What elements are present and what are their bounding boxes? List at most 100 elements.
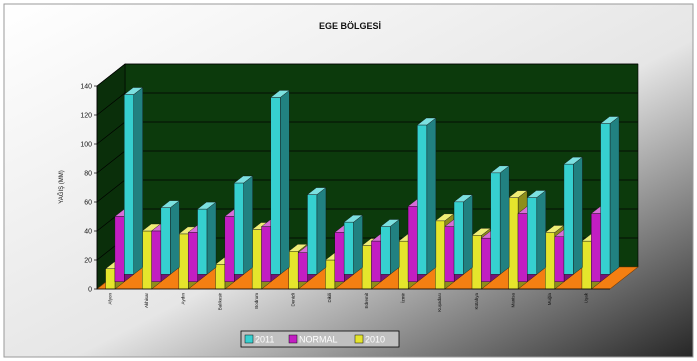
bar-side	[280, 90, 290, 275]
bar-2011-11	[526, 190, 547, 275]
bar-front	[187, 232, 198, 282]
bar-front	[297, 252, 308, 282]
bar-top	[380, 219, 400, 227]
bar-top	[306, 187, 327, 195]
bar-top	[160, 200, 180, 208]
bar-front	[288, 251, 299, 290]
bar-side	[499, 165, 510, 275]
x-tick-label: İzmir	[399, 293, 405, 303]
bar-front	[114, 216, 125, 282]
x-tick-label: Muğla	[547, 293, 552, 306]
bar-front	[307, 194, 318, 275]
bar-side	[573, 156, 583, 275]
bar-top	[233, 175, 254, 184]
bar-2011-4	[270, 90, 290, 275]
bar-front	[554, 236, 565, 282]
x-tick-label: Afyon	[107, 293, 112, 305]
x-tick-label: Aydın	[181, 293, 186, 305]
bar-front	[591, 213, 601, 282]
bar-front	[361, 245, 372, 290]
bar-side	[390, 219, 400, 275]
bar-side	[206, 201, 217, 275]
bar-2011-8	[416, 117, 437, 275]
bar-top	[563, 156, 584, 165]
bar-side	[243, 175, 253, 275]
bar-2011-6	[343, 214, 364, 275]
legend-swatch-normal	[288, 334, 298, 344]
bar-2011-1	[160, 200, 180, 275]
y-tick-label: 120	[80, 113, 92, 120]
bar-front	[151, 230, 162, 282]
y-axis: 0 20 40 60 80 100 120 140	[80, 84, 98, 294]
bar-top	[490, 165, 510, 174]
bar-front	[545, 232, 555, 290]
legend-label-2011: 2011	[255, 335, 274, 345]
bar-front	[261, 226, 272, 282]
bar-2011-13	[600, 116, 620, 275]
bar-2011-7	[380, 219, 400, 275]
y-tick-label: 20	[84, 258, 92, 265]
bar-top	[453, 194, 474, 203]
x-tick-label: Uşak	[584, 292, 589, 303]
chart-title: EGE BÖLGESİ	[319, 21, 381, 31]
bar-front	[581, 240, 592, 290]
x-tick-label: Dikili	[327, 293, 332, 303]
bar-top	[600, 116, 620, 124]
x-tick-label: Bodrum	[254, 293, 259, 309]
bar-top	[416, 117, 437, 126]
x-axis: Afyon Akhisar Aydın Balıkesir Bodrum Denizli D…	[97, 288, 610, 312]
bar-front	[481, 237, 492, 282]
bar-side	[170, 200, 180, 275]
bar-front	[435, 220, 446, 290]
bar-front	[160, 207, 171, 275]
bar-front	[343, 221, 354, 275]
bar-side	[316, 187, 327, 275]
bar-front	[371, 240, 382, 282]
bar-side	[536, 190, 547, 275]
bar-front	[490, 172, 501, 275]
y-tick-label: 60	[84, 200, 92, 207]
bar-front	[471, 235, 482, 290]
bar-2011-12	[563, 156, 584, 275]
bar-front	[453, 201, 464, 275]
y-axis-label: YAĞIŞ (MM)	[58, 170, 65, 204]
bar-front	[398, 240, 409, 290]
bar-2011-3	[233, 175, 254, 275]
bar-front	[105, 268, 116, 290]
bar-2011-10	[490, 165, 510, 275]
bar-front	[527, 197, 538, 275]
y-tick-label: 100	[80, 142, 92, 149]
y-tick-label: 80	[84, 171, 92, 178]
x-tick-label: Kütahya	[474, 293, 479, 310]
bar-front	[407, 206, 418, 282]
bar-front	[178, 233, 189, 290]
bar-front	[600, 123, 611, 275]
bar-front	[517, 213, 528, 282]
y-tick-label: 40	[84, 229, 92, 236]
bar-front	[508, 197, 519, 290]
bar-front	[224, 216, 235, 282]
x-tick-label: Kuşadası	[437, 293, 442, 312]
bar-front	[444, 226, 455, 282]
legend-swatch-2010	[354, 334, 364, 344]
legend: 2011 NORMAL 2010	[240, 330, 400, 348]
bar-front	[251, 229, 262, 290]
bar-front	[142, 230, 152, 290]
bar-2011-0	[123, 87, 144, 275]
bar-side	[609, 116, 620, 275]
bar-2011-2	[196, 201, 217, 275]
bar-top	[526, 190, 547, 198]
legend-swatch-2011	[244, 334, 254, 344]
x-tick-label: Balıkesir	[217, 293, 222, 311]
x-tick-label: Manisa	[510, 293, 515, 308]
bar-front	[334, 232, 345, 282]
bar-2011-9	[453, 194, 474, 275]
x-tick-label: Edremit	[364, 292, 369, 308]
bar-front	[270, 97, 281, 275]
bar-front	[417, 124, 428, 275]
bar-side	[426, 117, 437, 275]
bar-front	[124, 94, 134, 275]
y-tick-label: 0	[88, 287, 92, 294]
